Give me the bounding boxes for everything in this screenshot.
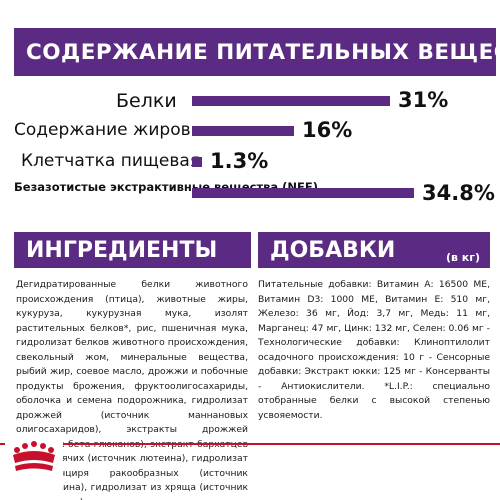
nutrient-value: 34.8% — [422, 181, 495, 205]
additives-header: ДОБАВКИ (в кг) — [258, 232, 490, 268]
royal-canin-crown-icon — [5, 435, 63, 499]
nutrient-bar — [192, 157, 202, 167]
nutrient-bar — [192, 188, 414, 198]
nutrient-label: Содержание жиров — [14, 120, 191, 140]
nutrient-bar — [192, 96, 390, 106]
nutrient-label: Белки — [116, 90, 177, 112]
nutrient-value: 16% — [302, 118, 353, 142]
additives-text: Питательные добавки: Витамин А: 16500 МЕ… — [258, 279, 490, 421]
additives-unit: (в кг) — [445, 251, 480, 264]
nutrient-label: Безазотистые экстрактивные вещества (NFE… — [14, 180, 319, 194]
nutrient-label: Клетчатка пищевая — [21, 151, 201, 171]
additives-title: ДОБАВКИ — [270, 237, 396, 263]
ingredients-header: ИНГРЕДИЕНТЫ — [14, 232, 251, 268]
brand-rule — [0, 443, 500, 445]
nutrient-value: 31% — [398, 88, 449, 112]
ingredients-title: ИНГРЕДИЕНТЫ — [26, 237, 218, 263]
nutrients-title: СОДЕРЖАНИЕ ПИТАТЕЛЬНЫХ ВЕЩЕСТВ — [14, 28, 496, 76]
nutrient-value: 1.3% — [210, 149, 269, 173]
ingredients-text: Дегидратированные белки животного происх… — [16, 279, 248, 500]
nutrient-bar — [192, 126, 294, 136]
